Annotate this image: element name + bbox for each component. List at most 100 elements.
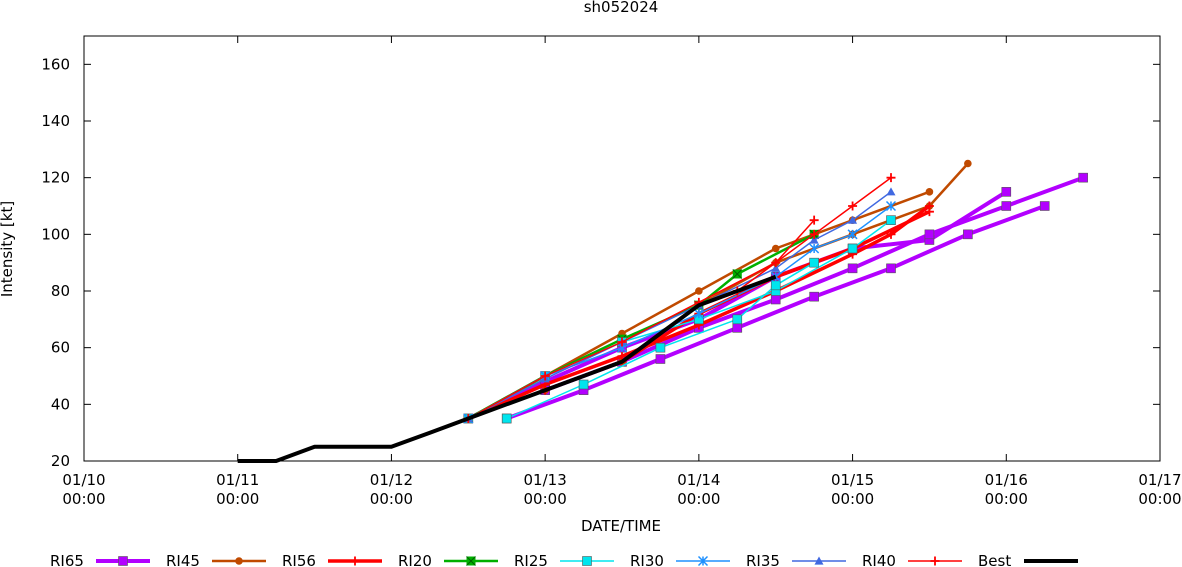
data-point: [924, 207, 934, 217]
legend-label: Best: [978, 552, 1011, 567]
data-point: [582, 556, 592, 566]
series-line: [506, 204, 1046, 421]
legend: RI65 RI45 RI56 RI20 RI25 RI30 RI35 RI40 Best: [50, 552, 1078, 567]
data-point: [809, 243, 820, 254]
x-tick-label: 01/11: [216, 471, 259, 489]
x-tick-label: 00:00: [370, 490, 413, 508]
data-point: [930, 556, 940, 566]
series-line: [467, 219, 815, 420]
data-point: [809, 291, 819, 302]
x-tick-label: 01/14: [677, 471, 720, 489]
legend-label: RI65: [50, 552, 84, 567]
y-tick-label: 80: [51, 282, 70, 300]
data-point: [925, 188, 934, 196]
data-point: [770, 294, 781, 305]
series-line: [506, 262, 815, 420]
legend-item-ri40: RI40: [862, 552, 962, 567]
y-tick-label: 60: [51, 339, 70, 357]
data-point: [697, 555, 709, 567]
legend-label: RI40: [862, 552, 896, 567]
legend-item-ri65: RI65: [50, 552, 150, 567]
x-tick-label: 00:00: [62, 490, 105, 508]
legend-item-ri35: RI35: [746, 552, 846, 567]
x-axis-ticks: 01/1000:0001/1100:0001/1200:0001/1300:00…: [62, 36, 1182, 508]
data-point: [809, 235, 819, 244]
plot-lines: [237, 159, 1088, 463]
data-point: [963, 229, 973, 240]
legend-label: RI30: [630, 552, 664, 567]
data-point: [886, 263, 896, 274]
x-tick-label: 00:00: [985, 490, 1028, 508]
data-point: [848, 215, 858, 224]
x-tick-label: 00:00: [677, 490, 720, 508]
data-point: [540, 371, 550, 381]
y-axis-ticks: 20 40 60 80 100 120 140 160: [41, 55, 1160, 470]
x-tick-label: 01/15: [831, 471, 874, 489]
data-point: [886, 215, 896, 225]
data-point: [809, 215, 819, 225]
series-line: [544, 175, 1084, 393]
data-point: [617, 337, 627, 347]
x-tick-label: 01/10: [62, 471, 105, 489]
data-point: [655, 354, 666, 364]
x-tick-label: 00:00: [831, 490, 874, 508]
data-point: [655, 342, 666, 353]
x-tick-label: 01/17: [1138, 471, 1181, 489]
data-point: [885, 200, 897, 212]
legend-item-ri56: RI56: [282, 552, 382, 567]
data-point: [732, 314, 743, 325]
series-ri40: [463, 173, 896, 423]
data-point: [886, 187, 896, 196]
legend-label: RI56: [282, 552, 316, 567]
data-point: [695, 287, 703, 295]
series-best: [237, 274, 777, 463]
legend-item-ri20: RI20: [398, 552, 498, 567]
series-line: [467, 204, 931, 421]
data-point: [886, 173, 896, 183]
data-point: [847, 243, 858, 254]
x-tick-label: 00:00: [524, 490, 567, 508]
data-point: [1001, 187, 1012, 197]
plot-frame: [83, 35, 1161, 462]
x-tick-label: 00:00: [1138, 490, 1181, 508]
data-point: [1039, 201, 1050, 211]
y-tick-label: 120: [41, 169, 70, 187]
legend-label: RI20: [398, 552, 432, 567]
data-point: [847, 263, 858, 274]
data-point: [1078, 172, 1088, 183]
legend-item-ri45: RI45: [166, 552, 266, 567]
x-tick-label: 01/13: [524, 471, 567, 489]
legend-label: RI25: [514, 552, 548, 567]
data-point: [770, 280, 781, 291]
y-tick-label: 100: [41, 225, 70, 243]
series-ri65: [463, 172, 1088, 424]
data-point: [578, 379, 589, 390]
legend-item-best: Best: [978, 552, 1078, 567]
data-point: [350, 556, 360, 566]
data-point: [847, 229, 858, 240]
data-point: [771, 244, 780, 253]
data-point: [501, 413, 512, 424]
x-tick-label: 01/16: [985, 471, 1028, 489]
y-axis-label: Intensity [kt]: [0, 201, 16, 297]
data-point: [924, 229, 935, 240]
y-tick-label: 40: [51, 395, 70, 413]
data-point: [732, 323, 743, 333]
data-point-cross: [732, 269, 743, 279]
y-tick-label: 140: [41, 112, 70, 130]
y-tick-label: 20: [51, 452, 70, 470]
series-line: [237, 274, 777, 463]
chart-title: sh052024: [584, 0, 659, 16]
x-tick-label: 01/12: [370, 471, 413, 489]
data-point-cross: [466, 556, 476, 566]
y-tick-label: 160: [41, 55, 70, 73]
data-point: [771, 263, 781, 272]
data-point: [848, 201, 858, 211]
legend-item-ri25: RI25: [514, 552, 614, 567]
legend-item-ri30: RI30: [630, 552, 730, 567]
data-point: [235, 557, 243, 565]
series-line: [736, 177, 892, 292]
data-point: [118, 556, 128, 566]
data-point: [693, 308, 704, 319]
